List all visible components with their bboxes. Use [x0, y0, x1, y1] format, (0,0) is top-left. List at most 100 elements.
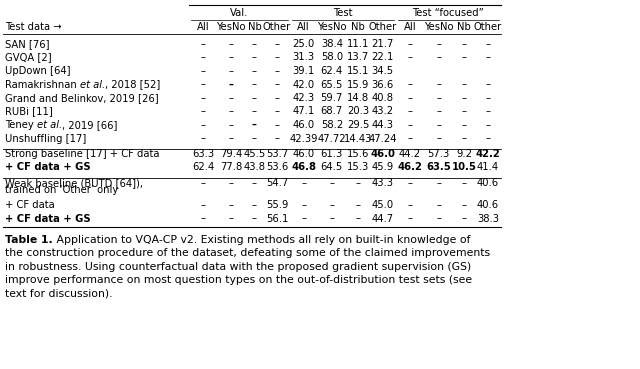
Text: 21.7: 21.7 [372, 39, 394, 49]
Text: 62.4: 62.4 [192, 162, 214, 172]
Text: –: – [486, 120, 490, 130]
Text: 39.1: 39.1 [292, 66, 315, 76]
Text: 38.3: 38.3 [477, 214, 499, 224]
Text: –: – [330, 200, 334, 210]
Text: 14.8: 14.8 [347, 93, 369, 103]
Text: + CF data: + CF data [5, 200, 55, 210]
Text: –: – [461, 214, 467, 224]
Text: –: – [461, 39, 467, 49]
Text: –: – [461, 52, 467, 62]
Text: 45.5: 45.5 [243, 149, 266, 159]
Text: –: – [228, 93, 234, 103]
Text: –: – [252, 107, 257, 117]
Text: 63.3: 63.3 [192, 149, 214, 159]
Text: –: – [436, 52, 441, 62]
Text: 43.2: 43.2 [372, 107, 394, 117]
Text: 63.5: 63.5 [426, 162, 451, 172]
Text: 57.3: 57.3 [428, 149, 450, 159]
Text: Test: Test [333, 8, 353, 18]
Text: –: – [201, 79, 205, 90]
Text: –: – [356, 214, 360, 224]
Text: 42.39: 42.39 [289, 134, 318, 144]
Text: 55.9: 55.9 [266, 200, 288, 210]
Text: SAN [76]: SAN [76] [5, 39, 50, 49]
Text: –: – [252, 120, 257, 130]
Text: the construction procedure of the dataset, defeating some of the claimed improve: the construction procedure of the datase… [5, 248, 490, 258]
Text: –: – [436, 120, 441, 130]
Text: –: – [201, 39, 205, 49]
Text: Unshuffling [17]: Unshuffling [17] [5, 134, 86, 144]
Text: 68.7: 68.7 [321, 107, 343, 117]
Text: –: – [252, 79, 257, 90]
Text: –: – [275, 93, 280, 103]
Text: Application to VQA-CP v2. Existing methods all rely on built-in knowledge of: Application to VQA-CP v2. Existing metho… [53, 235, 470, 245]
Text: 46.0: 46.0 [292, 120, 315, 130]
Text: –: – [461, 134, 467, 144]
Text: –: – [461, 79, 467, 90]
Text: 53.7: 53.7 [266, 149, 288, 159]
Text: 53.6: 53.6 [266, 162, 288, 172]
Text: in robustness. Using counterfactual data with the proposed gradient supervision : in robustness. Using counterfactual data… [5, 262, 472, 272]
Text: , 2018 [52]: , 2018 [52] [105, 79, 161, 90]
Text: 22.1: 22.1 [372, 52, 394, 62]
Text: –: – [436, 134, 441, 144]
Text: 40.8: 40.8 [372, 93, 394, 103]
Text: –: – [275, 39, 280, 49]
Text: –: – [201, 93, 205, 103]
Text: 13.7: 13.7 [347, 52, 369, 62]
Text: et al.: et al. [37, 120, 62, 130]
Text: All: All [197, 22, 209, 32]
Text: 38.4: 38.4 [321, 39, 343, 49]
Text: 46.2: 46.2 [397, 162, 422, 172]
Text: –: – [252, 178, 257, 188]
Text: Other: Other [369, 22, 397, 32]
Text: –: – [408, 39, 412, 49]
Text: –: – [486, 79, 490, 90]
Text: –: – [252, 134, 257, 144]
Text: 10.5: 10.5 [452, 162, 476, 172]
Text: –: – [330, 178, 334, 188]
Text: 47.72: 47.72 [317, 134, 346, 144]
Text: –: – [486, 134, 490, 144]
Text: 42.0: 42.0 [292, 79, 315, 90]
Text: –: – [461, 200, 467, 210]
Text: –: – [252, 39, 257, 49]
Text: Other: Other [474, 22, 502, 32]
Text: –: – [356, 178, 360, 188]
Text: –: – [275, 120, 280, 130]
Text: –: – [461, 107, 467, 117]
Text: –: – [408, 93, 412, 103]
Text: –: – [201, 107, 205, 117]
Text: –: – [436, 39, 441, 49]
Text: YesNo: YesNo [317, 22, 347, 32]
Text: 58.0: 58.0 [321, 52, 343, 62]
Text: 15.9: 15.9 [347, 79, 369, 90]
Text: –: – [408, 52, 412, 62]
Text: –: – [252, 214, 257, 224]
Text: 59.7: 59.7 [321, 93, 343, 103]
Text: –: – [436, 93, 441, 103]
Text: –: – [228, 79, 234, 90]
Text: –: – [201, 214, 205, 224]
Text: 45.9: 45.9 [372, 162, 394, 172]
Text: Other: Other [263, 22, 291, 32]
Text: Nb: Nb [351, 22, 365, 32]
Text: Test “focused”: Test “focused” [412, 8, 484, 18]
Text: –: – [486, 52, 490, 62]
Text: –: – [275, 107, 280, 117]
Text: 47.24: 47.24 [369, 134, 397, 144]
Text: 25.0: 25.0 [292, 39, 315, 49]
Text: improve performance on most question types on the out-of-distribution test sets : improve performance on most question typ… [5, 275, 472, 285]
Text: 46.0: 46.0 [292, 149, 315, 159]
Text: 43.3: 43.3 [372, 178, 394, 188]
Text: YesNo: YesNo [216, 22, 246, 32]
Text: 20.3: 20.3 [347, 107, 369, 117]
Text: –: – [408, 120, 412, 130]
Text: 56.1: 56.1 [266, 214, 288, 224]
Text: –: – [252, 66, 257, 76]
Text: –: – [252, 200, 257, 210]
Text: + CF data + GS: + CF data + GS [5, 214, 91, 224]
Text: Nb: Nb [248, 22, 261, 32]
Text: 40.6: 40.6 [477, 178, 499, 188]
Text: –: – [252, 93, 257, 103]
